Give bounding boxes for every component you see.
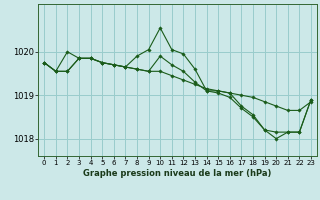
X-axis label: Graphe pression niveau de la mer (hPa): Graphe pression niveau de la mer (hPa)	[84, 169, 272, 178]
